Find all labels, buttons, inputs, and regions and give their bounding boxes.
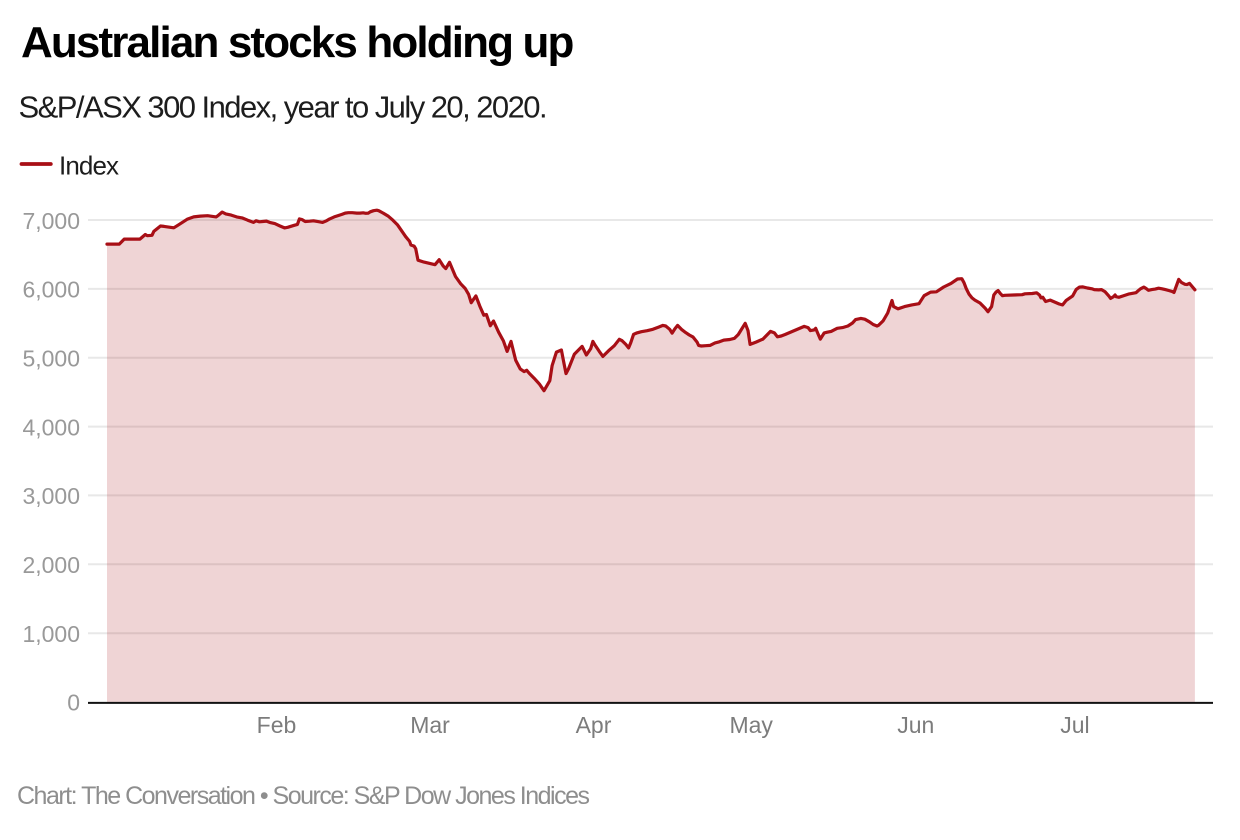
svg-text:0: 0 <box>67 690 80 716</box>
svg-text:Jul: Jul <box>1060 712 1089 738</box>
svg-text:May: May <box>729 712 773 738</box>
svg-text:6,000: 6,000 <box>22 277 80 303</box>
svg-text:4,000: 4,000 <box>22 414 80 440</box>
svg-text:3,000: 3,000 <box>22 483 80 509</box>
svg-text:Australian stocks holding up: Australian stocks holding up <box>21 18 573 67</box>
svg-text:5,000: 5,000 <box>22 346 80 372</box>
svg-text:Apr: Apr <box>576 712 612 738</box>
svg-text:Index: Index <box>59 150 119 180</box>
svg-text:S&P/ASX 300 Index, year to Jul: S&P/ASX 300 Index, year to July 20, 2020… <box>19 89 547 124</box>
svg-text:Jun: Jun <box>897 712 934 738</box>
svg-text:Chart: The Conversation • Sour: Chart: The Conversation • Source: S&P Do… <box>17 782 589 810</box>
svg-text:Mar: Mar <box>410 712 450 738</box>
svg-text:7,000: 7,000 <box>22 208 80 234</box>
svg-text:Feb: Feb <box>257 712 297 738</box>
svg-text:2,000: 2,000 <box>22 552 80 578</box>
svg-text:1,000: 1,000 <box>22 621 80 647</box>
